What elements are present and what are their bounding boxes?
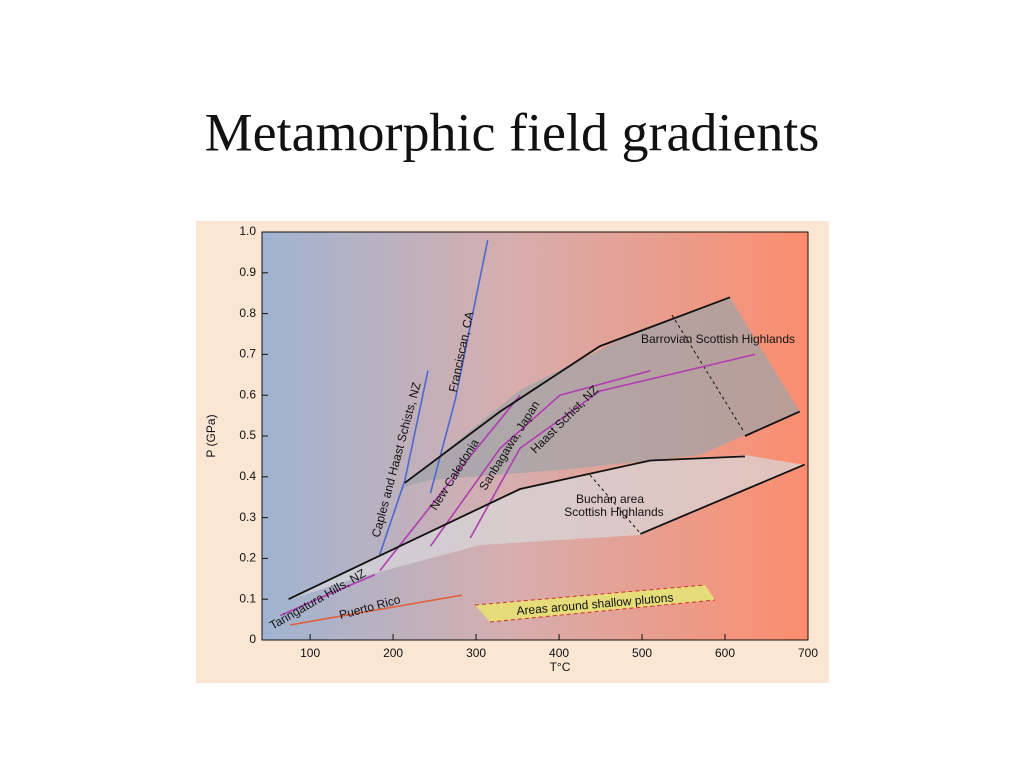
series-line: [379, 370, 429, 555]
barrovian-arrow: [671, 314, 745, 433]
pluton-edge: [489, 599, 716, 623]
y-tick-label: 0.3: [239, 510, 256, 524]
buchan-field: [288, 455, 805, 600]
slide-title: Metamorphic field gradients: [205, 102, 820, 162]
series-line: [429, 369, 651, 547]
x-tick-label: 200: [383, 646, 403, 660]
series-line: [288, 455, 745, 601]
annotation: Barrovian Scottish Highlands: [641, 332, 795, 346]
y-tick-label: 1.0: [239, 224, 256, 238]
series-line: [469, 353, 756, 539]
pluton-edge: [474, 584, 706, 606]
series-line: [429, 240, 489, 494]
buchan-arrow: [589, 474, 641, 534]
x-tick-label: 100: [300, 646, 320, 660]
y-tick-label: 0.9: [239, 265, 256, 279]
y-tick-label: 0.6: [239, 387, 256, 401]
annotation: Scottish Highlands: [564, 505, 663, 519]
series-line: [379, 394, 521, 572]
barrovian-field: [400, 298, 800, 488]
x-axis-label: T°C: [550, 660, 571, 674]
series-line: [404, 296, 731, 484]
y-tick-label: 0.5: [239, 428, 256, 442]
x-tick-label: 500: [632, 646, 652, 660]
y-axis-label: P (GPa): [204, 414, 218, 457]
series-line: [640, 463, 806, 535]
x-tick-label: 400: [549, 646, 569, 660]
series-line: [279, 573, 376, 617]
annotation: Buchan area: [576, 492, 644, 506]
y-tick-label: 0: [249, 632, 256, 646]
y-tick-label: 0.8: [239, 306, 256, 320]
y-tick-label: 0.2: [239, 551, 256, 565]
y-tick-label: 0.1: [239, 591, 256, 605]
x-tick-label: 300: [466, 646, 486, 660]
y-tick-label: 0.4: [239, 469, 256, 483]
y-tick-label: 0.7: [239, 347, 256, 361]
series-line: [744, 410, 801, 437]
pluton-field: [475, 585, 715, 622]
series-line: [290, 594, 463, 626]
x-tick-label: 600: [715, 646, 735, 660]
x-tick-label: 700: [798, 646, 818, 660]
